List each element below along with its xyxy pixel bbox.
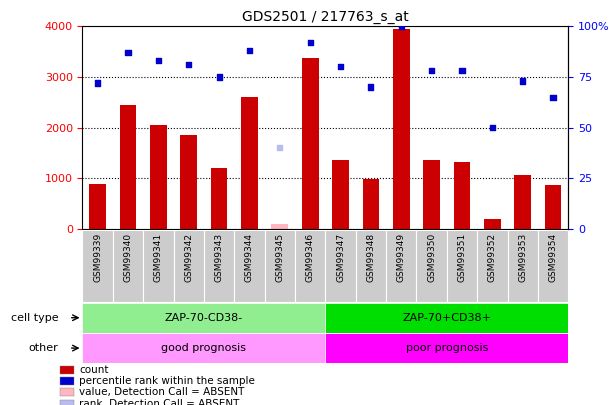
Bar <box>265 230 295 302</box>
Bar <box>417 230 447 302</box>
Point <box>366 84 376 90</box>
Text: GSM99343: GSM99343 <box>214 233 224 282</box>
Bar <box>82 303 326 333</box>
Text: cell type: cell type <box>10 313 58 323</box>
Point <box>275 145 285 151</box>
Text: GSM99353: GSM99353 <box>518 233 527 283</box>
Point <box>457 68 467 74</box>
Point <box>335 64 345 70</box>
Bar <box>180 135 197 229</box>
Text: GSM99341: GSM99341 <box>154 233 163 282</box>
Text: GSM99347: GSM99347 <box>336 233 345 282</box>
Text: count: count <box>79 365 109 375</box>
Bar <box>143 230 174 302</box>
Text: GSM99345: GSM99345 <box>276 233 284 282</box>
Bar <box>423 160 440 229</box>
Bar <box>356 230 386 302</box>
Bar <box>393 29 409 229</box>
Text: GSM99342: GSM99342 <box>185 233 193 282</box>
Bar <box>477 230 508 302</box>
Point <box>214 74 224 80</box>
Bar <box>544 185 562 229</box>
Text: GSM99340: GSM99340 <box>123 233 133 282</box>
Text: poor prognosis: poor prognosis <box>406 343 488 353</box>
Bar <box>514 175 531 229</box>
Text: GSM99350: GSM99350 <box>427 233 436 283</box>
Point <box>548 94 558 100</box>
Bar <box>386 230 417 302</box>
Text: other: other <box>29 343 58 353</box>
Bar <box>60 366 74 374</box>
Point <box>306 39 315 46</box>
Point <box>488 124 497 131</box>
Text: GSM99352: GSM99352 <box>488 233 497 282</box>
Text: ZAP-70+CD38+: ZAP-70+CD38+ <box>402 313 491 323</box>
Bar <box>484 219 500 229</box>
Text: rank, Detection Call = ABSENT: rank, Detection Call = ABSENT <box>79 399 240 405</box>
Point <box>518 78 527 84</box>
Text: GSM99351: GSM99351 <box>458 233 466 283</box>
Point <box>184 62 194 68</box>
Text: GSM99344: GSM99344 <box>245 233 254 282</box>
Bar <box>241 97 258 229</box>
Point <box>123 49 133 56</box>
Text: percentile rank within the sample: percentile rank within the sample <box>79 376 255 386</box>
Bar <box>326 303 568 333</box>
Bar <box>447 230 477 302</box>
Bar <box>271 224 288 229</box>
Text: value, Detection Call = ABSENT: value, Detection Call = ABSENT <box>79 388 244 397</box>
Bar <box>326 333 568 363</box>
Bar <box>60 388 74 396</box>
Text: GSM99354: GSM99354 <box>549 233 558 282</box>
Bar <box>60 377 74 385</box>
Bar <box>302 58 318 229</box>
Bar <box>295 230 326 302</box>
Bar <box>234 230 265 302</box>
Bar <box>120 105 136 229</box>
Bar <box>174 230 204 302</box>
Point <box>93 80 103 86</box>
Bar <box>204 230 234 302</box>
Bar <box>332 160 349 229</box>
Bar <box>453 162 470 229</box>
Text: GSM99348: GSM99348 <box>367 233 375 282</box>
Bar <box>82 230 113 302</box>
Text: GSM99339: GSM99339 <box>93 233 102 283</box>
Bar <box>508 230 538 302</box>
Bar <box>113 230 143 302</box>
Point <box>153 58 163 64</box>
Bar <box>538 230 568 302</box>
Bar <box>89 184 106 229</box>
Text: GSM99346: GSM99346 <box>306 233 315 282</box>
Bar <box>150 125 167 229</box>
Text: GSM99349: GSM99349 <box>397 233 406 282</box>
Bar <box>362 179 379 229</box>
Bar <box>211 168 227 229</box>
Title: GDS2501 / 217763_s_at: GDS2501 / 217763_s_at <box>242 10 409 24</box>
Point <box>397 23 406 30</box>
Bar <box>82 333 326 363</box>
Point <box>244 47 254 54</box>
Point <box>426 68 436 74</box>
Bar <box>326 230 356 302</box>
Text: ZAP-70-CD38-: ZAP-70-CD38- <box>165 313 243 323</box>
Bar <box>60 400 74 405</box>
Text: good prognosis: good prognosis <box>161 343 246 353</box>
